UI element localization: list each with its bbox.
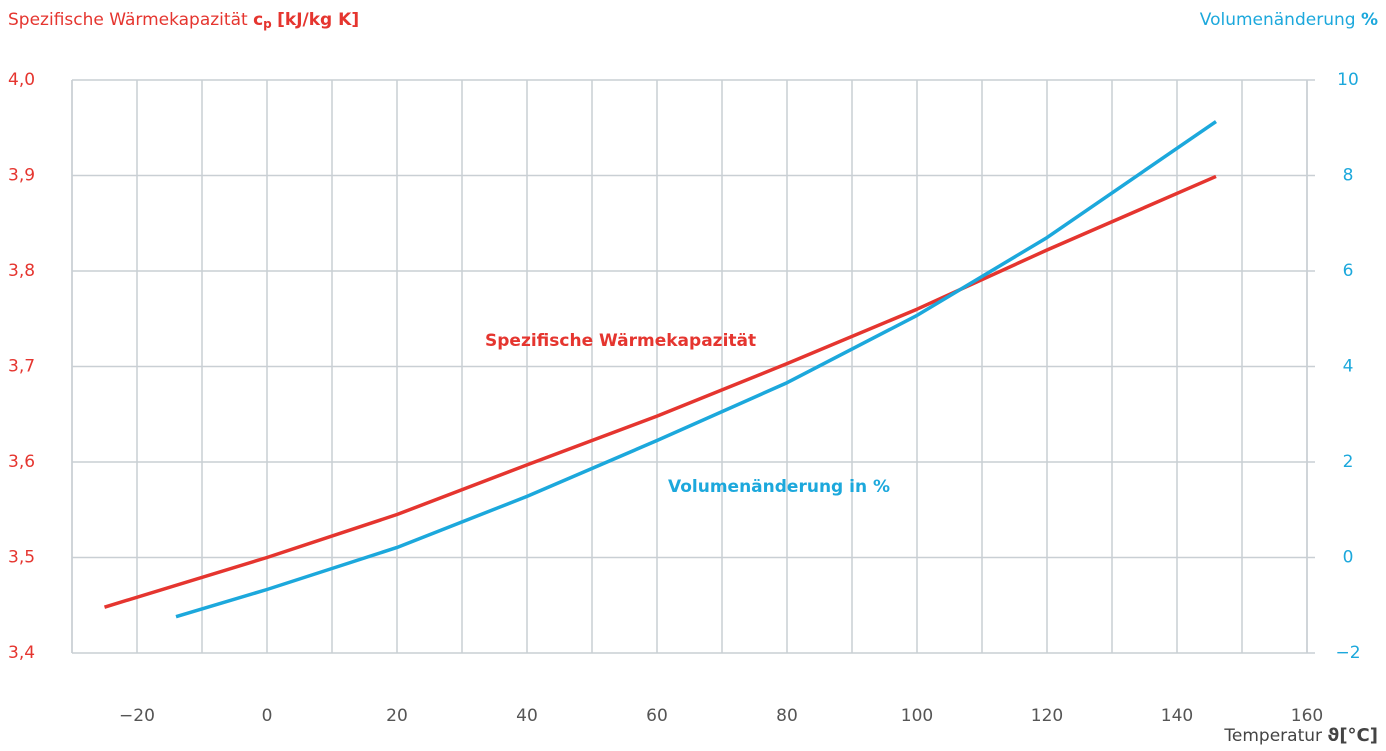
y-tick-label: 3,7 [8,357,35,377]
x-tick-label: 160 [1291,706,1323,726]
y2-unit: % [1361,10,1378,30]
y2-tick-label: 10 [1337,70,1359,90]
series-line [103,174,1217,609]
x-axis-title: Temperatur ϑ[°C] [1223,725,1378,746]
y2-tick-label: 4 [1343,357,1354,377]
x-symbol: ϑ [1327,725,1339,746]
x-tick-label: 20 [386,706,408,726]
y2-tick-label: 2 [1343,452,1354,472]
series-line [175,120,1217,619]
y2-tick-label: −2 [1335,643,1360,663]
series-label: Spezifische Wärmekapazität [485,331,756,351]
y2-tick-label: 6 [1343,261,1354,281]
y-subscript: p [263,17,272,31]
x-tick-label: 120 [1031,706,1063,726]
x-unit: [°C] [1339,725,1378,746]
y2-axis-title: Volumenänderung % [1200,10,1378,30]
y-unit: [kJ/kg K] [277,10,359,30]
y-tick-label: 3,4 [8,643,35,663]
y2-tick-label: 0 [1343,548,1354,568]
y-label: Spezifische Wärmekapazität [8,10,248,30]
y-tick-label: 3,6 [8,452,35,472]
x-tick-label: −20 [119,706,155,726]
x-tick-label: 80 [776,706,798,726]
x-tick-label: 100 [901,706,933,726]
x-tick-label: 0 [262,706,273,726]
series-label: Volumenänderung in % [668,477,890,497]
x-tick-label: 60 [646,706,668,726]
y-symbol: c [253,10,263,30]
y2-label: Volumenänderung [1200,10,1356,30]
y-tick-label: 3,9 [8,166,35,186]
y-axis-title: Spezifische Wärmekapazität cp [kJ/kg K] [8,10,359,34]
x-tick-label: 140 [1161,706,1193,726]
x-label: Temperatur [1223,726,1322,746]
y-tick-label: 4,0 [8,70,35,90]
x-tick-label: 40 [516,706,538,726]
y-tick-label: 3,8 [8,261,35,281]
y-tick-label: 3,5 [8,548,35,568]
y2-tick-label: 8 [1343,166,1354,186]
